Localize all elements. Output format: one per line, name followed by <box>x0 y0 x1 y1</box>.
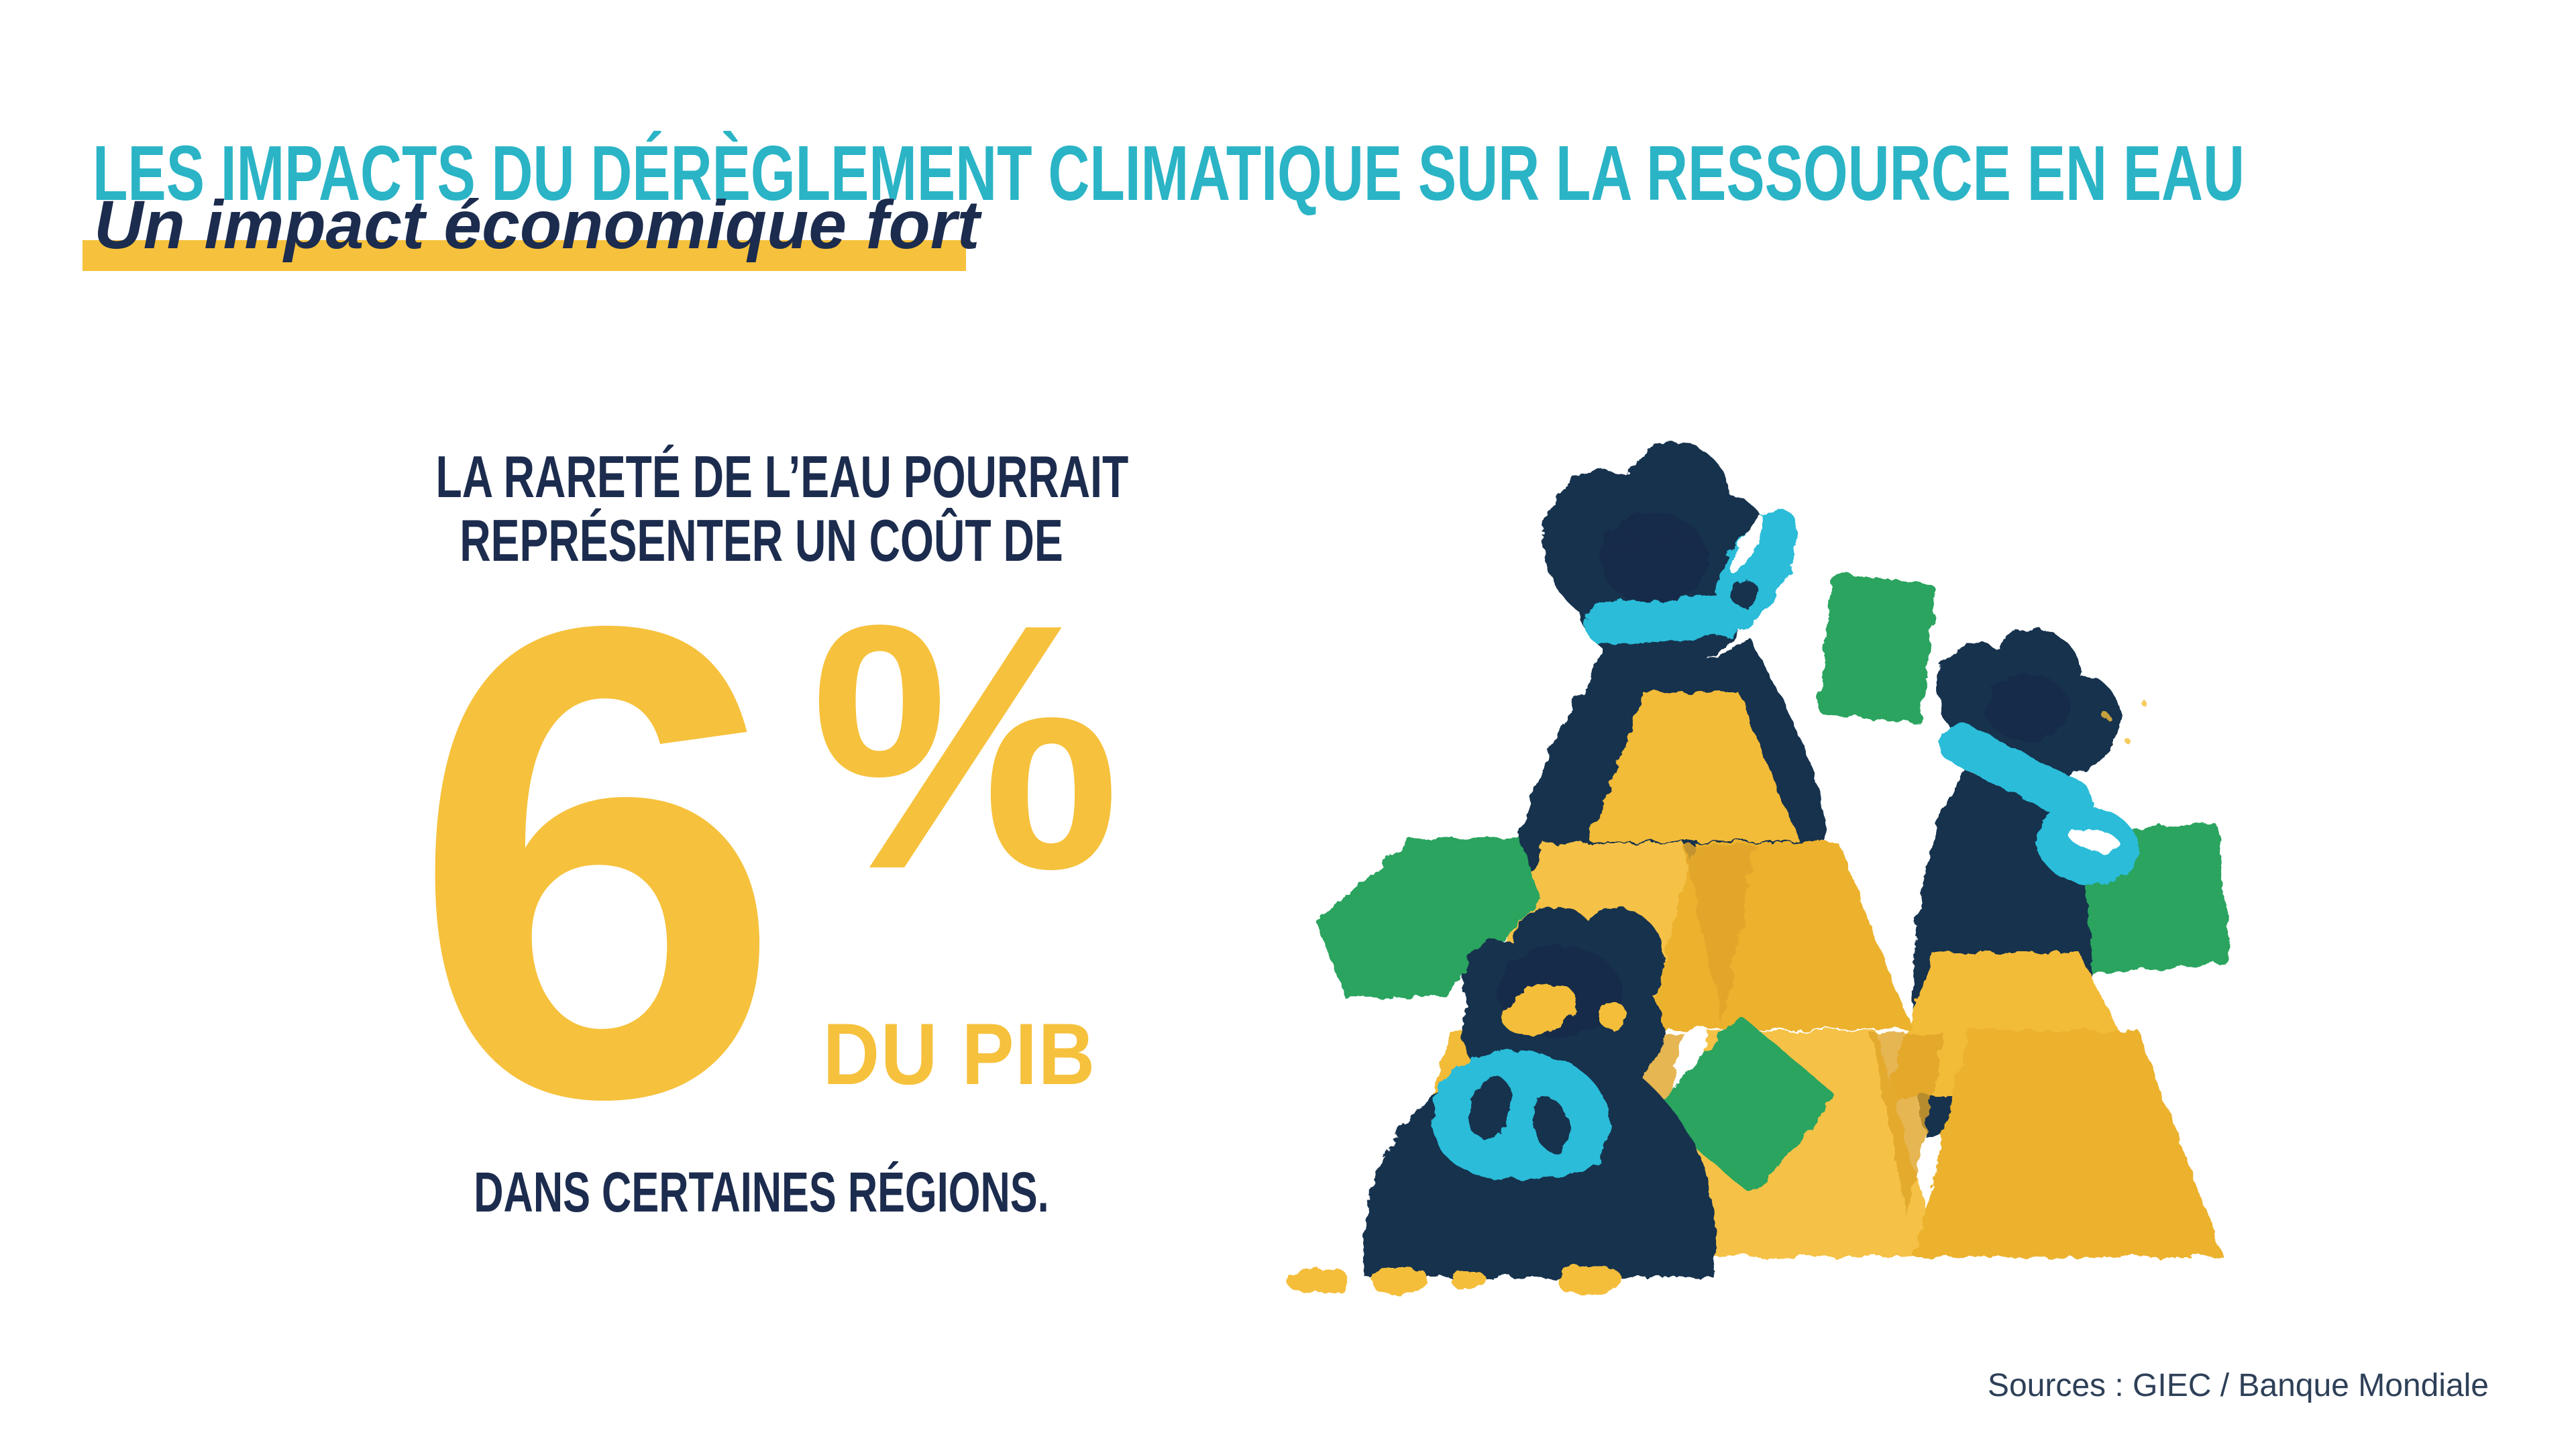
ribbon-icon <box>1939 722 2140 885</box>
ribbon-icon <box>1432 1051 1609 1179</box>
subtitle-highlight-bar <box>83 240 966 271</box>
coin-icon <box>1501 985 1625 1034</box>
coin-icon <box>1288 1267 1621 1293</box>
stat-intro-line2: REPRÉSENTER UN COÛT DE <box>460 507 1063 574</box>
stat-value: 6 <box>411 487 784 1236</box>
ribbon-icon <box>1585 509 1799 645</box>
stat-unit-percent: % <box>810 552 1121 942</box>
banknote-icon <box>1316 837 1835 1194</box>
subtitle-block: Un impact économique fort <box>83 186 980 271</box>
stat-intro: LA RARETÉ DE L’EAU POURRAIT REPRÉSENTER … <box>435 443 1129 574</box>
stat-footnote: DANS CERTAINES RÉGIONS. <box>474 1161 1049 1224</box>
page-subtitle: Un impact économique fort <box>94 186 980 263</box>
stat-label: DU PIB <box>822 1005 1096 1103</box>
sparkle-icon <box>2103 702 2148 744</box>
money-illustration-svg <box>1288 443 2230 1293</box>
money-illustration <box>1288 402 2314 1342</box>
stat-intro-line1: LA RARETÉ DE L’EAU POURRAIT <box>435 443 1129 510</box>
sources-note: Sources : GIEC / Banque Mondiale <box>1987 1368 2489 1403</box>
banknote-icon <box>1818 574 2230 975</box>
page-title: LES IMPACTS DU DÉRÈGLEMENT CLIMATIQUE SU… <box>93 129 2245 217</box>
money-bag-icon <box>1363 906 1716 1278</box>
